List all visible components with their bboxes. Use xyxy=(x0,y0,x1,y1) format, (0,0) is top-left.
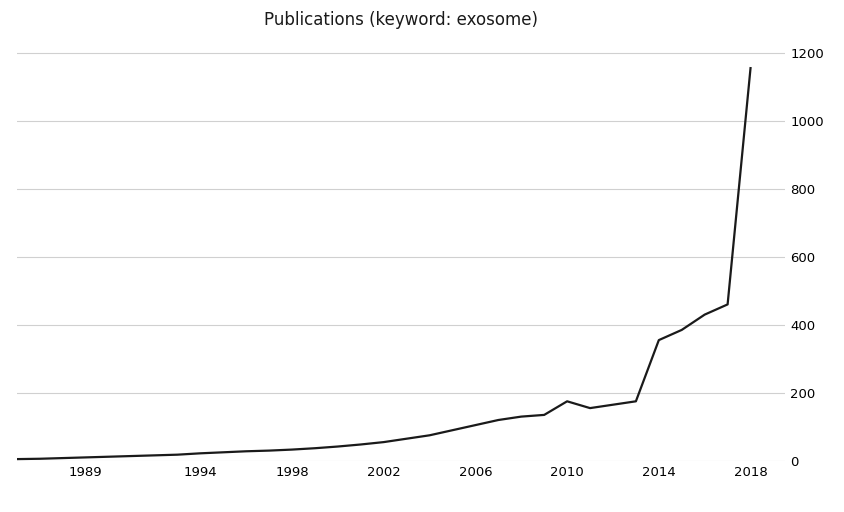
Title: Publications (keyword: exosome): Publications (keyword: exosome) xyxy=(264,11,538,29)
